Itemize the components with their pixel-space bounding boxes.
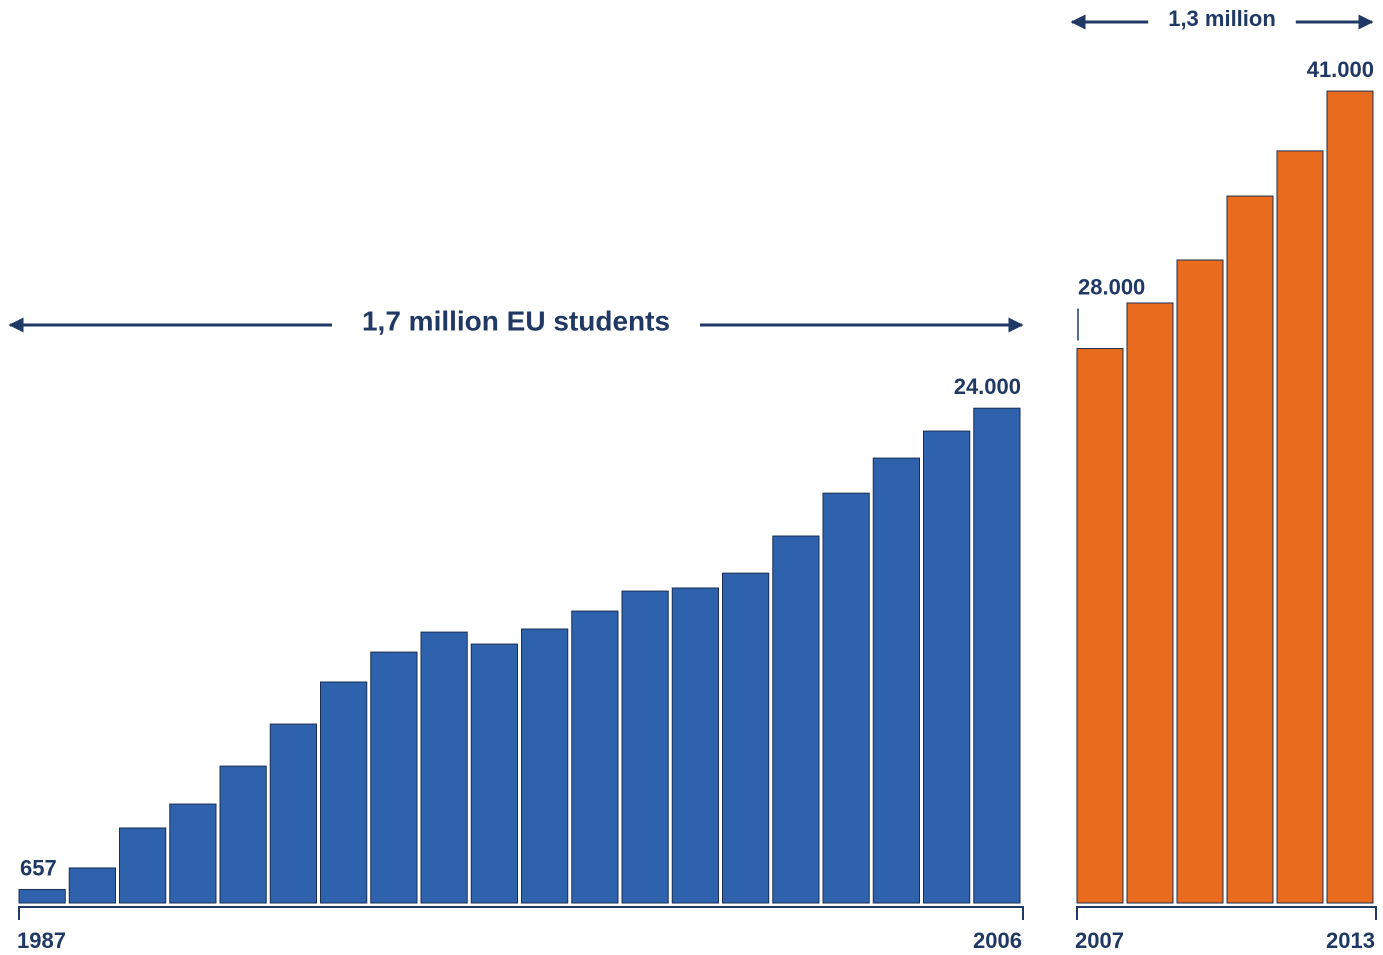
- value-label: 657: [20, 855, 57, 880]
- x-tick-label: 2006: [973, 928, 1022, 953]
- bar: [1276, 150, 1324, 904]
- bar: [973, 407, 1021, 904]
- bar: [1326, 90, 1374, 904]
- bar: [269, 723, 317, 904]
- bar: [169, 803, 217, 904]
- bar: [872, 457, 920, 904]
- bar: [219, 765, 267, 904]
- bar: [722, 572, 770, 904]
- bar: [420, 631, 468, 904]
- bar: [119, 827, 167, 904]
- bar: [571, 610, 619, 904]
- bar: [320, 681, 368, 904]
- bar: [1176, 259, 1224, 904]
- bar: [1076, 348, 1124, 904]
- bar: [370, 651, 418, 904]
- bar: [68, 867, 116, 904]
- value-label: 24.000: [954, 374, 1021, 399]
- x-tick-label: 2013: [1326, 928, 1375, 953]
- bar: [18, 888, 66, 904]
- span-annotation: 1,3 million: [1168, 6, 1276, 31]
- bar: [772, 535, 820, 904]
- value-label: 28.000: [1078, 274, 1145, 299]
- value-label: 41.000: [1307, 57, 1374, 82]
- bar: [621, 590, 669, 904]
- bar: [1226, 195, 1274, 904]
- bar: [671, 587, 719, 904]
- bar: [923, 430, 971, 904]
- x-tick-label: 2007: [1075, 928, 1124, 953]
- span-annotation: 1,7 million EU students: [362, 305, 670, 336]
- bar: [822, 492, 870, 904]
- bar: [470, 643, 518, 904]
- x-tick-label: 1987: [17, 928, 66, 953]
- bar: [521, 628, 569, 904]
- bar: [1126, 302, 1174, 904]
